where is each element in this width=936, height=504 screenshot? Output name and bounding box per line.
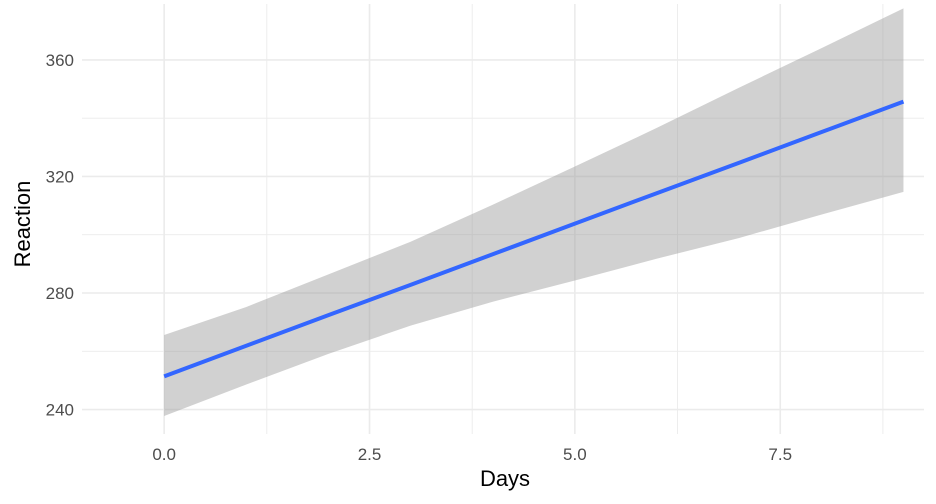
tick-layer: 0.0 2.5 5.0 7.5 240 280 320 360 — [46, 51, 792, 464]
x-tick-label: 5.0 — [563, 445, 587, 464]
ribbon-layer — [164, 8, 904, 416]
x-axis-title: Days — [480, 466, 530, 491]
y-tick-label: 360 — [46, 51, 74, 70]
x-tick-label: 2.5 — [358, 445, 382, 464]
y-tick-label: 240 — [46, 401, 74, 420]
y-axis-title: Reaction — [10, 181, 35, 268]
confidence-band — [164, 8, 904, 416]
regression-line — [163, 99, 905, 379]
y-tick-label: 320 — [46, 167, 74, 186]
y-tick-label: 280 — [46, 284, 74, 303]
x-tick-label: 0.0 — [152, 445, 176, 464]
line-layer — [163, 99, 905, 379]
x-tick-label: 7.5 — [768, 445, 792, 464]
grid-layer — [82, 4, 924, 434]
